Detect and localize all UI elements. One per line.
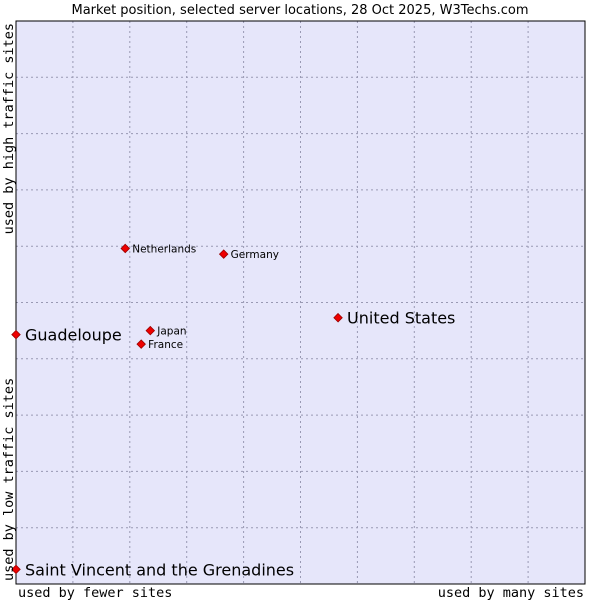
y-axis-label-low: used by low traffic sites xyxy=(1,378,17,581)
point-label: United States xyxy=(347,309,455,328)
x-axis-label-low: used by fewer sites xyxy=(18,585,172,600)
point-marker xyxy=(333,312,343,323)
y-axis-label-high: used by high traffic sites xyxy=(1,23,17,234)
chart-title: Market position, selected server locatio… xyxy=(71,3,528,18)
point-france: France xyxy=(136,339,183,351)
grid-lines xyxy=(16,21,585,584)
point-japan: Japan xyxy=(145,325,187,338)
point-marker xyxy=(11,329,21,340)
point-label: Guadeloupe xyxy=(25,326,122,345)
point-label: Saint Vincent and the Grenadines xyxy=(25,560,294,579)
point-marker xyxy=(145,325,156,336)
point-united-states: United States xyxy=(333,309,455,328)
point-marker xyxy=(120,243,131,254)
point-marker xyxy=(136,339,146,349)
point-marker xyxy=(11,564,21,575)
point-label: Germany xyxy=(231,249,279,261)
point-netherlands: Netherlands xyxy=(120,243,196,255)
x-axis-label-high: used by many sites xyxy=(438,585,584,600)
data-points: Netherlands Germany United States Guadeloup… xyxy=(11,243,455,579)
point-germany: Germany xyxy=(218,249,279,261)
point-saint-vincent-and-the-grenadines: Saint Vincent and the Grenadines xyxy=(11,560,294,579)
point-label: Japan xyxy=(156,326,186,338)
point-label: Netherlands xyxy=(132,243,196,255)
point-marker xyxy=(218,249,229,259)
point-guadeloupe: Guadeloupe xyxy=(11,326,122,345)
point-label: France xyxy=(148,339,183,351)
plot-frame xyxy=(15,20,586,585)
